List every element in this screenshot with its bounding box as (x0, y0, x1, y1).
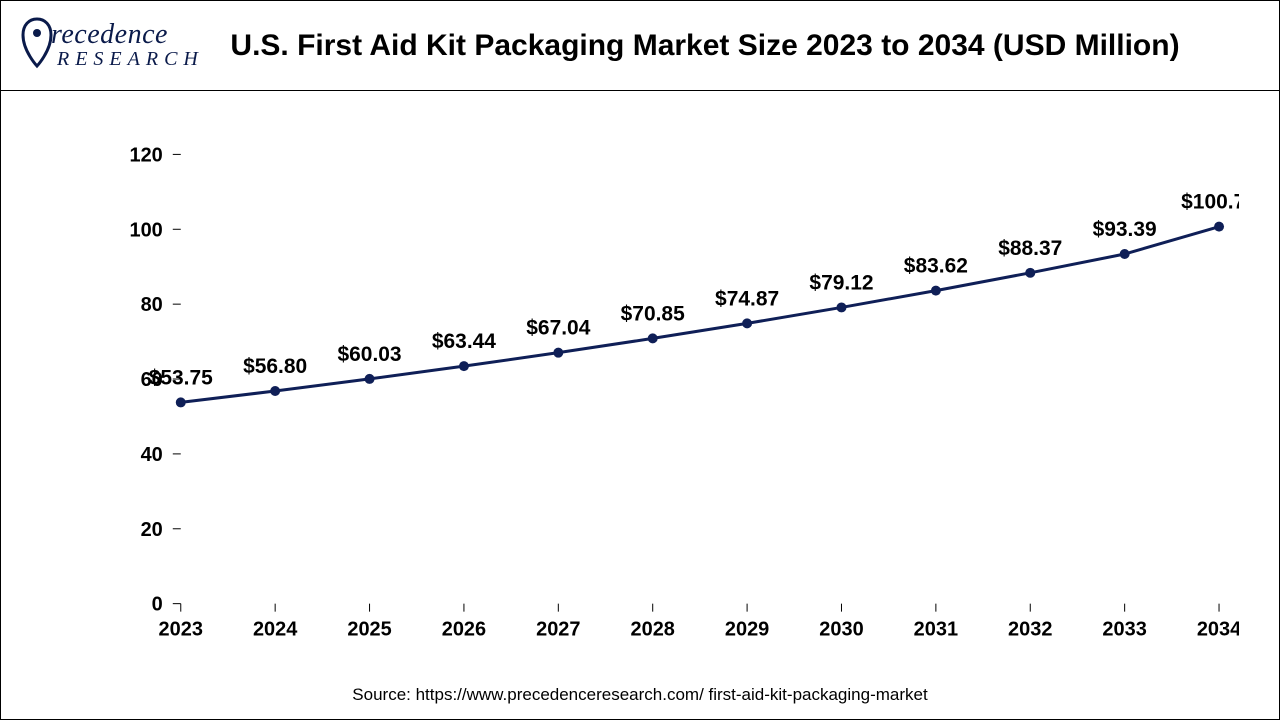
x-tick-label: 2029 (725, 619, 769, 641)
x-axis-ticks: 2023 2024 2025 2026 2027 2028 2029 2030 2031 2032… (159, 604, 1239, 641)
x-tick-label: 2027 (536, 619, 580, 641)
x-tick-label: 2032 (1008, 619, 1052, 641)
data-point-label: $83.62 (904, 255, 968, 278)
x-tick-label: 2030 (819, 619, 863, 641)
data-point-label: $100.70 (1181, 191, 1239, 214)
logo-text-sub: RESEARCH (56, 48, 204, 70)
header: recedence RESEARCH U.S. First Aid Kit Pa… (1, 1, 1279, 91)
data-marker (648, 333, 658, 343)
data-marker (742, 318, 752, 328)
data-point-label: $53.75 (149, 366, 213, 389)
y-tick-label: 20 (141, 519, 163, 541)
data-marker (931, 286, 941, 296)
logo-mark (23, 19, 51, 66)
chart-container: recedence RESEARCH U.S. First Aid Kit Pa… (0, 0, 1280, 720)
logo-text-main: recedence (51, 19, 168, 50)
data-line (181, 227, 1219, 403)
data-point-label: $63.44 (432, 330, 496, 353)
x-tick-label: 2025 (347, 619, 391, 641)
data-marker (836, 302, 846, 312)
data-marker (459, 361, 469, 371)
y-tick-label: 100 (129, 219, 162, 241)
data-marker (1025, 268, 1035, 278)
data-marker (176, 397, 186, 407)
x-tick-label: 2026 (442, 619, 486, 641)
source-text: Source: https://www.precedenceresearch.c… (1, 677, 1279, 719)
data-point-label: $67.04 (526, 317, 590, 340)
chart-title: U.S. First Aid Kit Packaging Market Size… (205, 29, 1265, 63)
data-marker (1214, 222, 1224, 232)
x-tick-label: 2034 (1197, 619, 1239, 641)
y-tick-label: 40 (141, 444, 163, 466)
data-point-label: $70.85 (621, 302, 685, 325)
line-chart-svg: 020406080100120 202320242025202620272028… (41, 121, 1239, 667)
data-marker (365, 374, 375, 384)
y-tick-label: 120 (129, 144, 162, 166)
data-labels: $53.75 $56.80 $60.03 $63.44 $67.04 $70.85 $74.… (149, 191, 1239, 390)
x-tick-label: 2024 (253, 619, 297, 641)
data-point-label: $88.37 (998, 237, 1062, 260)
x-tick-label: 2033 (1102, 619, 1146, 641)
data-point-label: $60.03 (337, 343, 401, 366)
y-tick-label: 0 (152, 594, 163, 616)
x-tick-label: 2023 (159, 619, 203, 641)
data-marker (1120, 249, 1130, 259)
chart-area: 020406080100120 202320242025202620272028… (1, 91, 1279, 677)
data-point-label: $93.39 (1093, 218, 1157, 241)
data-marker (270, 386, 280, 396)
y-tick-label: 80 (141, 294, 163, 316)
data-point-label: $79.12 (809, 271, 873, 294)
x-tick-label: 2028 (631, 619, 675, 641)
data-point-label: $74.87 (715, 287, 779, 310)
logo: recedence RESEARCH (15, 11, 205, 81)
data-markers (176, 222, 1224, 408)
data-marker (553, 348, 563, 358)
data-point-label: $56.80 (243, 355, 307, 378)
x-tick-label: 2031 (914, 619, 958, 641)
